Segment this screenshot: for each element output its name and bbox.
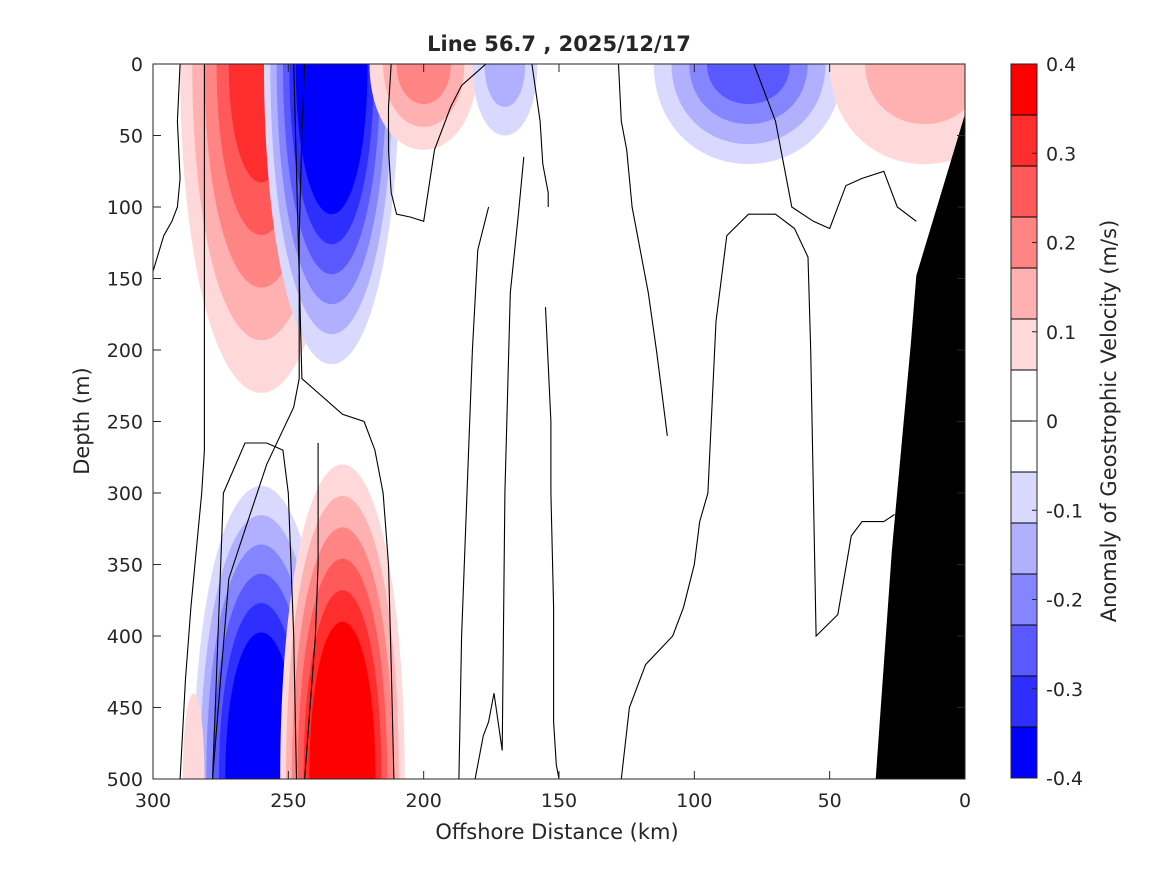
colorbar-tick-label: 0.3 [1046, 143, 1076, 165]
anomaly-band [182, 693, 205, 779]
colorbar-swatch [1011, 319, 1037, 371]
zero-contour-11 [544, 307, 560, 779]
anomaly-negative-core-235-km [263, 64, 400, 365]
colorbar-tick-label: -0.1 [1046, 500, 1083, 522]
x-tick-label: 50 [818, 790, 842, 812]
zero-contour-10 [474, 156, 525, 779]
zero-contour-6 [293, 64, 395, 779]
colorbar-swatch [1011, 268, 1037, 320]
x-tick-label: 300 [135, 790, 171, 812]
colorbar-swatch [1011, 166, 1037, 218]
zero-contour-2 [179, 64, 205, 779]
colorbar-tick-label: 0.1 [1046, 322, 1076, 344]
zero-contour-14 [753, 64, 917, 230]
colorbar-swatch [1011, 472, 1037, 524]
colorbar-swatch [1011, 64, 1037, 116]
zero-contour-1 [153, 64, 181, 272]
colorbar-swatch [1011, 115, 1037, 167]
x-tick-label: 0 [959, 790, 971, 812]
x-axis-label: Offshore Distance (km) [435, 820, 678, 844]
zero-contour-13 [620, 213, 895, 779]
colorbar-label: Anomaly of Geostrophic Velocity (m/s) [1097, 220, 1121, 623]
y-tick-label: 100 [107, 197, 143, 219]
colorbar-swatch [1011, 676, 1037, 728]
colorbar: 0.4 0.3 0.2 0.1 0 -0.1 -0.2 -0.3 -0.4 [1010, 54, 1083, 790]
zero-contour-layer [153, 64, 917, 779]
y-tick-label: 300 [107, 483, 143, 505]
colorbar-swatch [1011, 370, 1037, 422]
anomaly-negative-patch-80-km [653, 64, 844, 165]
y-tick-label: 400 [107, 626, 143, 648]
colorbar-swatch [1011, 625, 1037, 677]
colorbar-tick-label: -0.4 [1046, 768, 1083, 790]
colorbar-swatch [1011, 523, 1037, 575]
anomaly-band [321, 684, 364, 779]
y-tick-label: 50 [119, 126, 143, 148]
y-tick-label: 350 [107, 555, 143, 577]
x-tick-label: 150 [541, 790, 577, 812]
zero-contour-12 [617, 64, 668, 436]
x-axis: 300 250 200 150 100 50 0 [135, 64, 971, 812]
y-tick-label: 500 [107, 769, 143, 791]
zero-contour-5 [211, 64, 306, 779]
anomaly-band [865, 64, 965, 125]
anomaly-band [707, 64, 790, 105]
y-tick-label: 450 [107, 698, 143, 720]
anomaly-positive-patch-10-km [829, 64, 965, 165]
zero-contour-9 [458, 206, 490, 779]
anomaly-band [238, 691, 285, 779]
y-axis-label: Depth (m) [70, 367, 94, 474]
chart-title: Line 56.7 , 2025/12/17 [427, 32, 691, 56]
y-tick-label: 0 [131, 54, 143, 76]
zero-contour-3 [304, 443, 319, 779]
colorbar-swatch [1011, 727, 1037, 779]
zero-contour-4 [211, 442, 298, 779]
colorbar-tick-label: -0.3 [1046, 679, 1083, 701]
y-tick-label: 150 [107, 269, 143, 291]
zero-contour-7 [387, 64, 487, 223]
y-tick-label: 250 [107, 412, 143, 434]
x-tick-label: 200 [406, 790, 442, 812]
zero-contour-8 [531, 64, 549, 207]
anomaly-band [396, 64, 451, 105]
anomaly-positive-deep-patch-285-km [182, 693, 205, 779]
anomaly-band [484, 64, 526, 107]
y-tick-label: 200 [107, 340, 143, 362]
y-axis: 0 50 100 150 200 250 300 350 400 450 500 [107, 54, 965, 791]
colorbar-tick-label: -0.2 [1046, 590, 1083, 612]
anomaly-band [308, 64, 355, 155]
colorbar-tick-label: 0 [1046, 411, 1058, 433]
x-tick-label: 250 [270, 790, 306, 812]
anomaly-negative-patch-170-km [472, 64, 538, 136]
seafloor-bathymetry [875, 114, 965, 779]
colorbar-tick-label: 0.4 [1046, 54, 1076, 76]
x-tick-label: 100 [676, 790, 712, 812]
colorbar-swatch [1011, 421, 1037, 473]
colorbar-tick-label: 0.2 [1046, 233, 1076, 255]
anomaly-positive-patch-200-km [369, 64, 478, 150]
